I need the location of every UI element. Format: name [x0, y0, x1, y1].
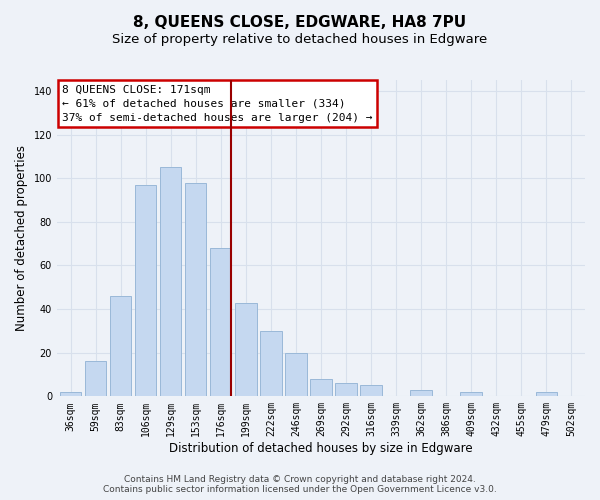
Text: Size of property relative to detached houses in Edgware: Size of property relative to detached ho… [112, 32, 488, 46]
Bar [335, 383, 356, 396]
Bar [410, 390, 432, 396]
Bar [110, 296, 131, 396]
Bar [536, 392, 557, 396]
Bar [85, 362, 106, 396]
Text: Contains HM Land Registry data © Crown copyright and database right 2024.
Contai: Contains HM Land Registry data © Crown c… [103, 474, 497, 494]
Bar [135, 184, 157, 396]
Bar [185, 182, 206, 396]
Bar [235, 302, 257, 396]
Bar [210, 248, 232, 396]
Text: 8, QUEENS CLOSE, EDGWARE, HA8 7PU: 8, QUEENS CLOSE, EDGWARE, HA8 7PU [133, 15, 467, 30]
Bar [285, 352, 307, 397]
X-axis label: Distribution of detached houses by size in Edgware: Distribution of detached houses by size … [169, 442, 473, 455]
Text: 8 QUEENS CLOSE: 171sqm
← 61% of detached houses are smaller (334)
37% of semi-de: 8 QUEENS CLOSE: 171sqm ← 61% of detached… [62, 84, 373, 122]
Y-axis label: Number of detached properties: Number of detached properties [15, 145, 28, 331]
Bar [310, 379, 332, 396]
Bar [60, 392, 82, 396]
Bar [361, 386, 382, 396]
Bar [260, 331, 281, 396]
Bar [160, 168, 181, 396]
Bar [460, 392, 482, 396]
